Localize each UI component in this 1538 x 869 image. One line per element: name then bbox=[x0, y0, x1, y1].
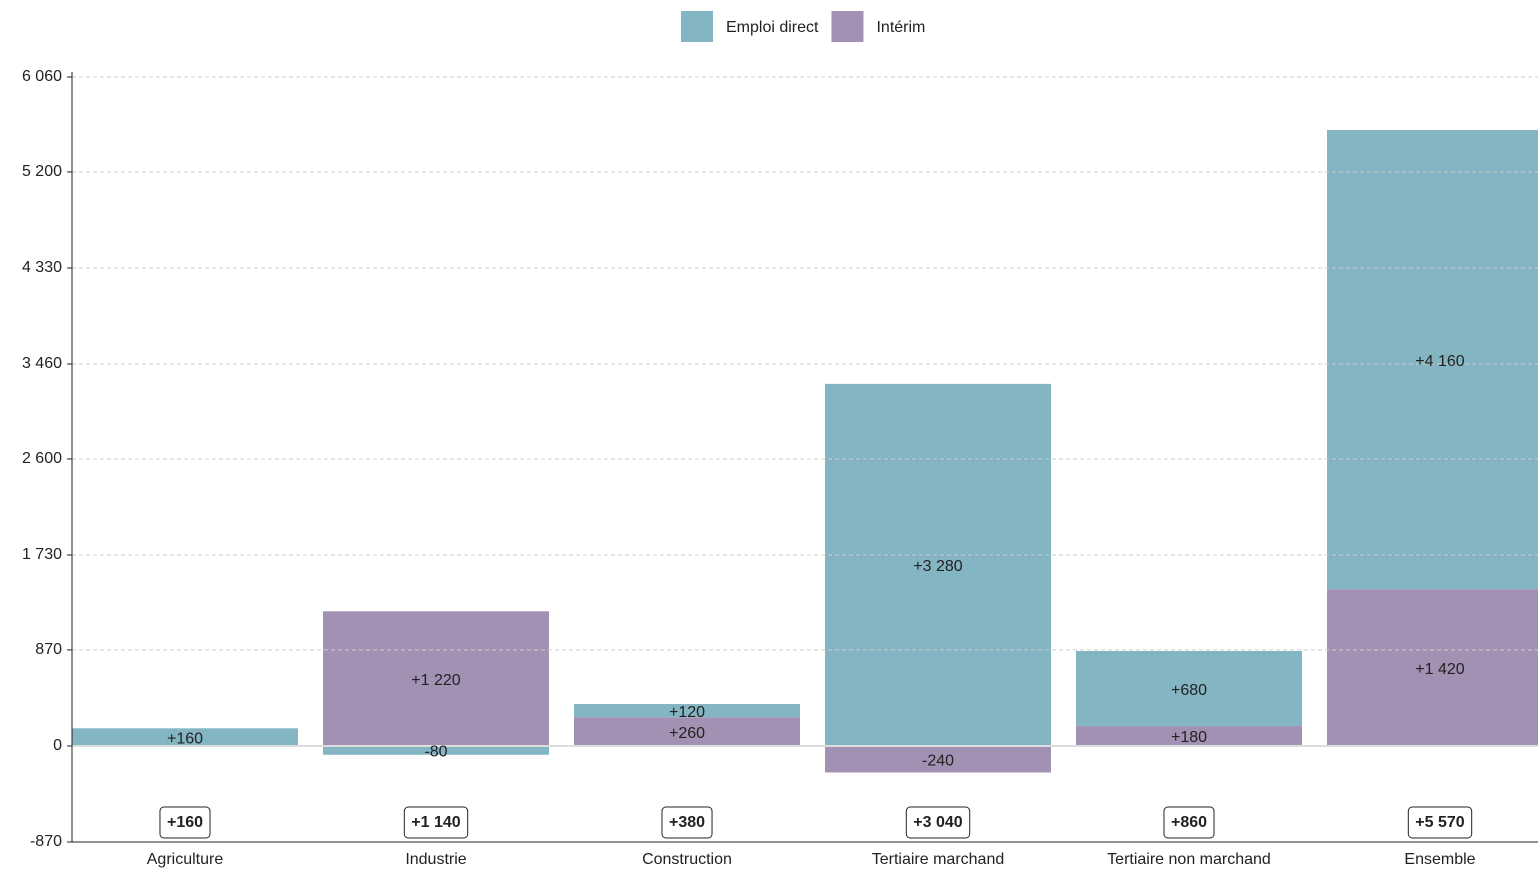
bar-segment bbox=[72, 728, 298, 746]
total-box bbox=[403, 806, 469, 839]
bar-segment bbox=[825, 745, 1051, 773]
x-tick-label: Ensemble bbox=[1404, 851, 1475, 868]
value-label: +4 160 bbox=[1415, 353, 1464, 370]
total-label: +160 bbox=[167, 814, 203, 831]
value-label: +680 bbox=[1171, 682, 1207, 699]
total-box bbox=[661, 806, 713, 839]
x-tick-label: Tertiaire marchand bbox=[872, 851, 1005, 868]
x-tick-label: Tertiaire non marchand bbox=[1107, 851, 1271, 868]
value-label: +3 280 bbox=[913, 558, 962, 575]
y-tick-label: -870 bbox=[30, 833, 62, 850]
value-label: +180 bbox=[1171, 729, 1207, 746]
value-label: -240 bbox=[922, 752, 954, 769]
bar-segment bbox=[323, 745, 549, 755]
legend-swatch bbox=[831, 11, 864, 42]
y-tick-label: 4 330 bbox=[22, 259, 62, 276]
bar-segment bbox=[1076, 651, 1302, 727]
y-tick-label: 1 730 bbox=[22, 546, 62, 563]
x-tick-label: Industrie bbox=[405, 851, 466, 868]
total-label: +860 bbox=[1171, 814, 1207, 831]
bar-segment bbox=[574, 717, 800, 746]
total-label: +3 040 bbox=[913, 814, 962, 831]
total-label: +380 bbox=[669, 814, 705, 831]
bar-segment bbox=[323, 611, 549, 746]
legend-swatch bbox=[681, 11, 713, 42]
x-tick-label: Agriculture bbox=[147, 851, 224, 868]
bar-segment bbox=[1327, 129, 1538, 590]
y-tick-label: 2 600 bbox=[22, 450, 62, 467]
value-label: +1 220 bbox=[411, 672, 460, 689]
total-label: +5 570 bbox=[1415, 814, 1464, 831]
total-box bbox=[159, 806, 211, 839]
y-tick-label: 0 bbox=[53, 737, 62, 754]
bar-segment bbox=[1327, 589, 1538, 746]
y-tick-label: 3 460 bbox=[22, 355, 62, 372]
y-tick-label: 5 200 bbox=[22, 163, 62, 180]
legend-label: Emploi direct bbox=[726, 19, 819, 36]
legend-label: Intérim bbox=[876, 19, 925, 36]
total-label: +1 140 bbox=[411, 814, 460, 831]
bar-segment bbox=[1076, 726, 1302, 746]
value-label: +160 bbox=[167, 730, 203, 747]
x-tick-label: Construction bbox=[642, 851, 732, 868]
y-tick-label: 870 bbox=[35, 641, 62, 658]
value-label: +120 bbox=[669, 704, 705, 721]
plot-area bbox=[72, 129, 1538, 773]
value-label: -80 bbox=[424, 744, 447, 761]
value-label: +1 420 bbox=[1415, 661, 1464, 678]
total-box bbox=[1407, 806, 1473, 839]
bar-segment bbox=[825, 383, 1051, 746]
total-box bbox=[905, 806, 971, 839]
y-tick-label: 6 060 bbox=[22, 68, 62, 85]
total-box bbox=[1163, 806, 1215, 839]
value-label: +260 bbox=[669, 725, 705, 742]
bar-segment bbox=[574, 704, 800, 718]
